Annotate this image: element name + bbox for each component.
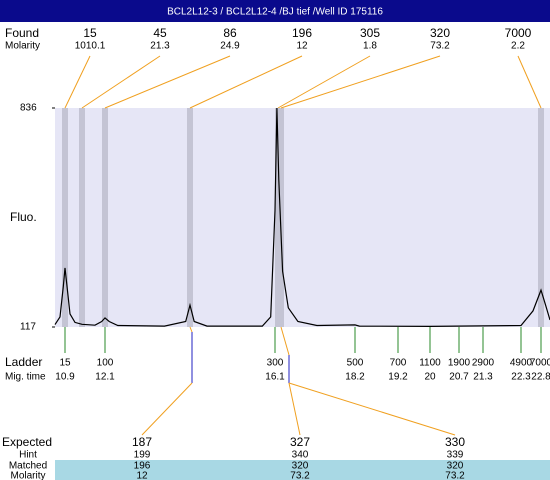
peak-band	[187, 108, 193, 327]
found-size: 196	[292, 26, 312, 40]
ladder-size: 4900	[510, 358, 533, 369]
ladder-size: 100	[97, 358, 114, 369]
found-size: 45	[153, 26, 167, 40]
found-molarity: 24.9	[220, 41, 240, 52]
row-value: 339	[447, 450, 464, 461]
connector	[141, 382, 193, 436]
found-molarity: 2.2	[511, 41, 525, 52]
peak-band	[102, 108, 108, 327]
molarity-label: Molarity	[5, 41, 40, 52]
row-value: 187	[132, 435, 152, 449]
ladder-time: 19.2	[388, 372, 408, 383]
found-molarity: 1.8	[363, 41, 377, 52]
plot-area	[55, 108, 550, 327]
found-size: 7000	[505, 26, 532, 40]
y-axis-label: Fluo.	[10, 210, 37, 224]
peak-connector	[517, 55, 542, 109]
ladder-size: 300	[267, 358, 284, 369]
peak-connector	[189, 55, 303, 109]
ladder-size: 1100	[419, 358, 441, 369]
connector	[288, 382, 456, 436]
found-size: 320	[430, 26, 450, 40]
ladder-time: 10.9	[55, 372, 75, 383]
ladder-size: 7000	[530, 358, 550, 369]
y-tick-label: 117	[20, 322, 36, 333]
row-label: Molarity	[10, 471, 45, 480]
row-value: 320	[447, 461, 464, 472]
ladder-size: 700	[390, 358, 407, 369]
connector	[288, 382, 301, 436]
ladder-label: Ladder	[5, 355, 42, 369]
peak-connector	[64, 55, 91, 109]
row-label: Expected	[2, 435, 52, 449]
row-label: Matched	[9, 461, 47, 472]
ladder-time: 20.7	[449, 372, 469, 383]
found-label: Found	[5, 26, 39, 40]
found-molarity: 12	[296, 41, 308, 52]
mig-time-label: Mig. time	[5, 372, 46, 383]
trace	[54, 107, 550, 328]
found-molarity: 73.2	[430, 41, 450, 52]
row-value: 12	[136, 471, 148, 480]
row-value: 330	[445, 435, 465, 449]
ladder-time: 21.3	[473, 372, 493, 383]
row-value: 73.2	[290, 471, 310, 480]
peak-band	[538, 108, 544, 327]
connector	[280, 326, 290, 356]
ladder-size: 15	[59, 358, 71, 369]
ladder-time: 22.8	[531, 372, 550, 383]
ladder-time: 18.2	[345, 372, 365, 383]
peak-connector	[81, 55, 161, 109]
ladder-time: 12.1	[95, 372, 115, 383]
found-size: 305	[360, 26, 380, 40]
ladder-time: 22.3	[511, 372, 531, 383]
y-tick-label: 836	[20, 103, 37, 114]
row-value: 340	[292, 450, 309, 461]
peak-band	[62, 108, 68, 327]
ladder-size: 1900	[448, 358, 471, 369]
peak-band	[278, 108, 284, 327]
row-value: 320	[292, 461, 309, 472]
ladder-time: 20	[424, 372, 436, 383]
found-size: 86	[223, 26, 237, 40]
connector	[189, 326, 193, 333]
title: BCL2L12-3 / BCL2L12-4 /BJ tief /Well ID …	[167, 7, 383, 18]
ladder-size: 2900	[472, 358, 495, 369]
ladder-size: 500	[347, 358, 364, 369]
row-value: 73.2	[445, 471, 465, 480]
row-label: Hint	[19, 450, 37, 461]
peak-connector	[280, 55, 441, 109]
matched-band	[55, 460, 550, 480]
peak-connector	[277, 55, 371, 109]
row-value: 199	[134, 450, 151, 461]
title-bar	[0, 0, 550, 22]
found-size: 15	[83, 26, 97, 40]
row-value: 196	[134, 461, 151, 472]
ladder-time: 16.1	[265, 372, 285, 383]
peak-connector	[104, 55, 231, 109]
peak-band	[79, 108, 85, 327]
found-molarity: 1010.1	[75, 41, 106, 52]
found-molarity: 21.3	[150, 41, 170, 52]
row-value: 327	[290, 435, 310, 449]
